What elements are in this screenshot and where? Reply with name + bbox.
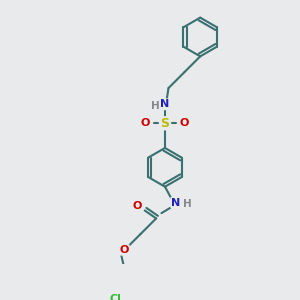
Text: H: H bbox=[183, 199, 191, 209]
Text: S: S bbox=[160, 117, 169, 130]
Text: O: O bbox=[141, 118, 150, 128]
Text: H: H bbox=[151, 101, 160, 111]
Text: N: N bbox=[171, 198, 180, 208]
Text: O: O bbox=[132, 201, 142, 211]
Text: O: O bbox=[120, 245, 129, 255]
Text: O: O bbox=[180, 118, 189, 128]
Text: Cl: Cl bbox=[110, 294, 122, 300]
Text: N: N bbox=[160, 99, 170, 109]
